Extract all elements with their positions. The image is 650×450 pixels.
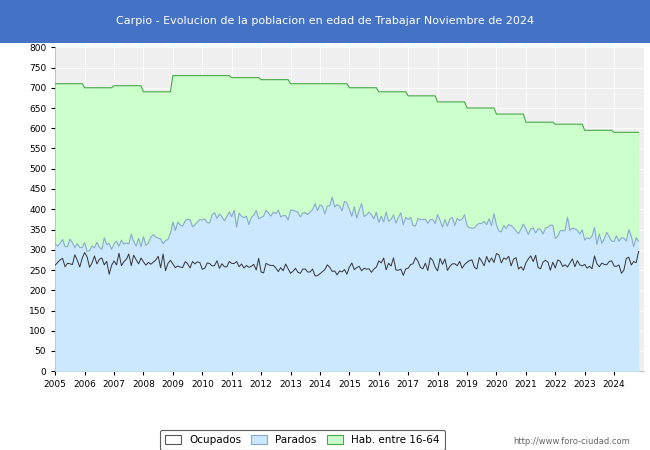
- Text: http://www.foro-ciudad.com: http://www.foro-ciudad.com: [514, 436, 630, 446]
- Text: Carpio - Evolucion de la poblacion en edad de Trabajar Noviembre de 2024: Carpio - Evolucion de la poblacion en ed…: [116, 16, 534, 27]
- Legend: Ocupados, Parados, Hab. entre 16-64: Ocupados, Parados, Hab. entre 16-64: [160, 430, 445, 450]
